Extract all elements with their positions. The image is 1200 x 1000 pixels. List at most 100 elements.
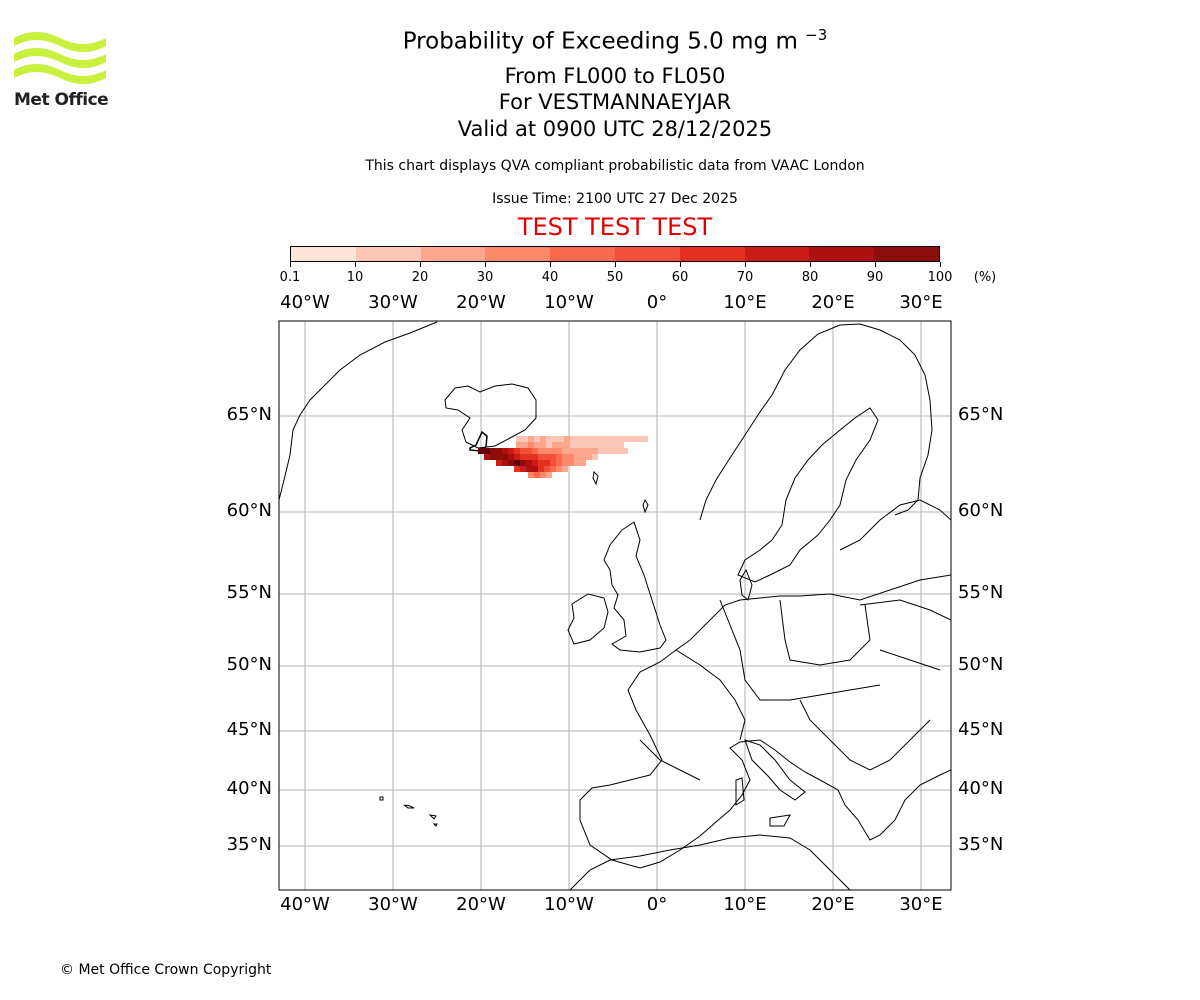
country-borders [639,599,951,781]
plume-cell [502,448,508,454]
plume-cell [528,436,534,442]
plume-cell [550,466,556,472]
plume-cell [532,454,538,460]
plume-cell [532,460,538,466]
latitude-label-right: 60°N [958,500,1004,521]
colorbar-tick [355,262,356,267]
plume-cell [550,448,556,454]
longitude-label-bottom: 20°W [456,894,506,915]
plume-cell [564,436,570,442]
plume-cell [600,436,606,442]
plume-cell [642,436,648,442]
longitude-label-bottom: 10°W [544,894,594,915]
plume-cell [540,436,546,442]
plume-cell [538,466,544,472]
latitude-label-right: 45°N [958,719,1004,740]
plume-cell [496,454,502,460]
plume-cell [604,448,610,454]
plume-cell [534,436,540,442]
plume-cell [478,448,484,454]
plume-cell [528,472,534,478]
plume-cell [552,442,558,448]
plume-cell [540,472,546,478]
colorbar-tick [615,262,616,267]
plume-cell [568,454,574,460]
latitude-label-right: 35°N [958,834,1004,855]
colorbar-segment [614,247,680,261]
probability-colorbar [290,246,940,262]
longitude-label-top: 20°E [811,292,855,313]
latitude-label-left: 50°N [226,654,272,675]
plume-cell [606,436,612,442]
azores-islands [379,796,438,827]
plume-cell [522,436,528,442]
colorbar-tick [485,262,486,267]
longitude-label-top: 30°W [368,292,418,313]
plume-cell [636,436,642,442]
plume-cell [516,442,522,448]
plume-cell [544,466,550,472]
plume-cell [618,436,624,442]
plume-cell [582,442,588,448]
plume-cell [532,448,538,454]
plume-cell [594,436,600,442]
plume-cell [490,454,496,460]
plume-cell [576,436,582,442]
plume-cell [508,460,514,466]
plume-cell [526,454,532,460]
plume-cell [550,454,556,460]
plume-cell [550,460,556,466]
plume-cell [544,460,550,466]
plume-cell [556,466,562,472]
plume-cell [544,448,550,454]
latitude-label-left: 55°N [226,582,272,603]
longitude-label-bottom: 30°E [899,894,943,915]
plume-cell [574,460,580,466]
plume-cell [526,460,532,466]
colorbar-tick [810,262,811,267]
plume-cell [606,442,612,448]
plume-cell [570,436,576,442]
longitude-label-top: 30°E [899,292,943,313]
plume-cell [588,436,594,442]
plume-cell [484,448,490,454]
plume-cell [576,442,582,448]
latitude-label-right: 65°N [958,404,1004,425]
plume-cell [520,454,526,460]
plume-cell [540,442,546,448]
plume-cell [538,454,544,460]
plume-cell [586,454,592,460]
plume-cell [496,448,502,454]
plume-cell [592,454,598,460]
title-exponent: −3 [805,26,828,44]
plume-cell [562,448,568,454]
coastlines [279,321,951,890]
plume-cell [600,442,606,448]
plume-cell [624,436,630,442]
colorbar-segment [420,247,486,261]
plume-cell [496,460,502,466]
colorbar-segment [550,247,615,261]
plume-cell [580,448,586,454]
plume-cell [534,442,540,448]
plume-cell [514,466,520,472]
colorbar-label: 60 [671,270,689,285]
plume-cell [528,442,534,448]
colorbar-label: 20 [411,270,429,285]
test-banner: TEST TEST TEST [517,213,713,241]
plume-cell [568,448,574,454]
plume-cell [556,454,562,460]
plume-cell [612,436,618,442]
plume-cell [532,466,538,472]
plume-cell [514,448,520,454]
plume-cell [556,448,562,454]
plume-cell [508,454,514,460]
wave-logo-icon [14,32,106,84]
logo-wordmark: Met Office [14,90,109,110]
met-office-logo: Met Office [14,30,114,112]
plume-cell [502,460,508,466]
plume-cell [534,472,540,478]
longitude-label-bottom: 20°E [811,894,855,915]
plume-cell [562,466,568,472]
